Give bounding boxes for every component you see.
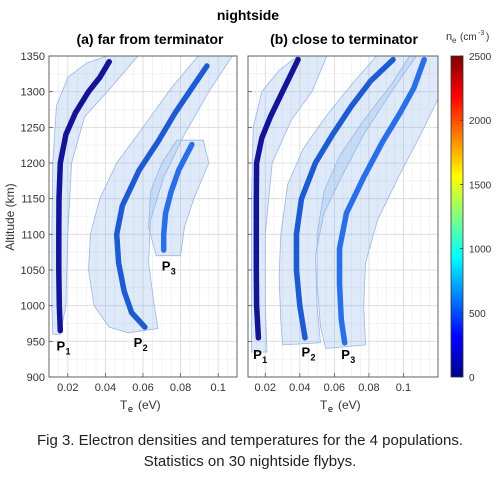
panel-a-x-label-main: T bbox=[120, 398, 128, 412]
y-tick-label: 1350 bbox=[21, 51, 45, 63]
population-label-main: P bbox=[162, 259, 171, 274]
y-tick-label: 1150 bbox=[21, 194, 45, 206]
population-label-sub: 1 bbox=[262, 355, 267, 365]
y-tick-label: 900 bbox=[27, 372, 45, 384]
y-tick-label: 1250 bbox=[21, 122, 45, 134]
y-tick-label: 1300 bbox=[21, 87, 45, 99]
colorbar-label-sub: e bbox=[452, 36, 457, 45]
panel-a-title: (a) far from terminator bbox=[76, 31, 224, 47]
panel-b-x-label-sub: e bbox=[328, 404, 333, 414]
colorbar-tick-label: 0 bbox=[469, 373, 475, 384]
colorbar-gradient bbox=[450, 55, 464, 378]
x-tick-label: 0.06 bbox=[132, 382, 153, 394]
y-tick-label: 950 bbox=[27, 336, 45, 348]
panel-a-x-label-sub: e bbox=[128, 404, 133, 414]
population-label-main: P bbox=[253, 347, 262, 362]
population-label-sub: 3 bbox=[350, 355, 355, 365]
colorbar-label-unit: (cm bbox=[460, 32, 477, 43]
panel-a-x-label-unit: (eV) bbox=[138, 398, 161, 412]
plot-area bbox=[51, 56, 233, 335]
panel-b-x-label-unit: (eV) bbox=[338, 398, 361, 412]
x-tick-label: 0.06 bbox=[324, 382, 345, 394]
x-tick-label: 0.04 bbox=[95, 382, 116, 394]
population-label-main: P bbox=[134, 335, 143, 350]
colorbar-tick-label: 1500 bbox=[469, 180, 492, 191]
y-axis-label: Altitude (km) bbox=[3, 183, 17, 250]
population-label-sub: 1 bbox=[66, 347, 71, 357]
colorbar-tick-label: 2500 bbox=[469, 52, 492, 63]
panel-a-plot: 0.02 0.04 0.06 0.08 0.1 900 950 1000 1050 1100 115… bbox=[21, 51, 238, 394]
colorbar-label-close: ) bbox=[486, 32, 489, 43]
population-label-main: P bbox=[57, 339, 66, 354]
y-tick-label: 1200 bbox=[21, 158, 45, 170]
colorbar: 0 500 1000 1500 2000 2500 n e (cm -3 ) bbox=[446, 30, 492, 384]
panel-b-x-axis-label: T e (eV) bbox=[320, 398, 361, 414]
figure-title: nightside bbox=[217, 7, 279, 23]
envelope-p2 bbox=[278, 56, 417, 346]
x-tick-label: 0.08 bbox=[170, 382, 191, 394]
population-label-sub: 2 bbox=[143, 343, 148, 353]
x-tick-label: 0.1 bbox=[396, 382, 411, 394]
population-label-sub: 3 bbox=[171, 267, 176, 277]
panel-b-title: (b) close to terminator bbox=[270, 31, 418, 47]
series-line-p3 bbox=[160, 141, 195, 253]
x-tick-label: 0.04 bbox=[289, 382, 310, 394]
caption-line-1: Fig 3. Electron densities and temperatur… bbox=[37, 432, 463, 449]
panel-a-x-axis-label: T e (eV) bbox=[120, 398, 161, 414]
x-tick-label: 0.08 bbox=[358, 382, 379, 394]
series-line-p3 bbox=[336, 56, 427, 346]
x-tick-label: 0.02 bbox=[255, 382, 276, 394]
plot-area bbox=[251, 56, 438, 353]
envelope-p3 bbox=[316, 56, 438, 349]
panel-b-plot: 0.02 0.04 0.06 0.08 0.1P 1P 2 P 3 bbox=[247, 55, 439, 394]
colorbar-tick-label: 2000 bbox=[469, 116, 492, 127]
colorbar-label: n e (cm -3 ) bbox=[446, 30, 489, 45]
y-tick-label: 1050 bbox=[21, 265, 45, 277]
colorbar-ticks: 0 500 1000 1500 2000 2500 bbox=[460, 52, 492, 384]
series-line-p1 bbox=[253, 56, 301, 341]
caption-line-2: Statistics on 30 nightside flybys. bbox=[144, 453, 357, 470]
population-label-sub: 2 bbox=[311, 352, 316, 362]
panel-b-x-label-main: T bbox=[320, 398, 328, 412]
x-tick-label: 0.1 bbox=[211, 382, 226, 394]
x-tick-label: 0.02 bbox=[57, 382, 78, 394]
colorbar-label-main: n bbox=[446, 31, 452, 43]
plot-frame bbox=[247, 55, 439, 378]
population-label-main: P bbox=[341, 347, 350, 362]
series-line-p2 bbox=[113, 63, 210, 330]
colorbar-tick-label: 500 bbox=[469, 309, 486, 320]
colorbar-tick-label: 1000 bbox=[469, 245, 492, 256]
envelope-p2 bbox=[88, 56, 233, 334]
series-line-p1 bbox=[56, 58, 112, 334]
series-line-p2 bbox=[293, 56, 396, 341]
colorbar-label-exp: -3 bbox=[478, 30, 484, 37]
population-label-main: P bbox=[302, 344, 311, 359]
y-tick-label: 1000 bbox=[21, 301, 45, 313]
y-tick-label: 1100 bbox=[21, 229, 45, 241]
